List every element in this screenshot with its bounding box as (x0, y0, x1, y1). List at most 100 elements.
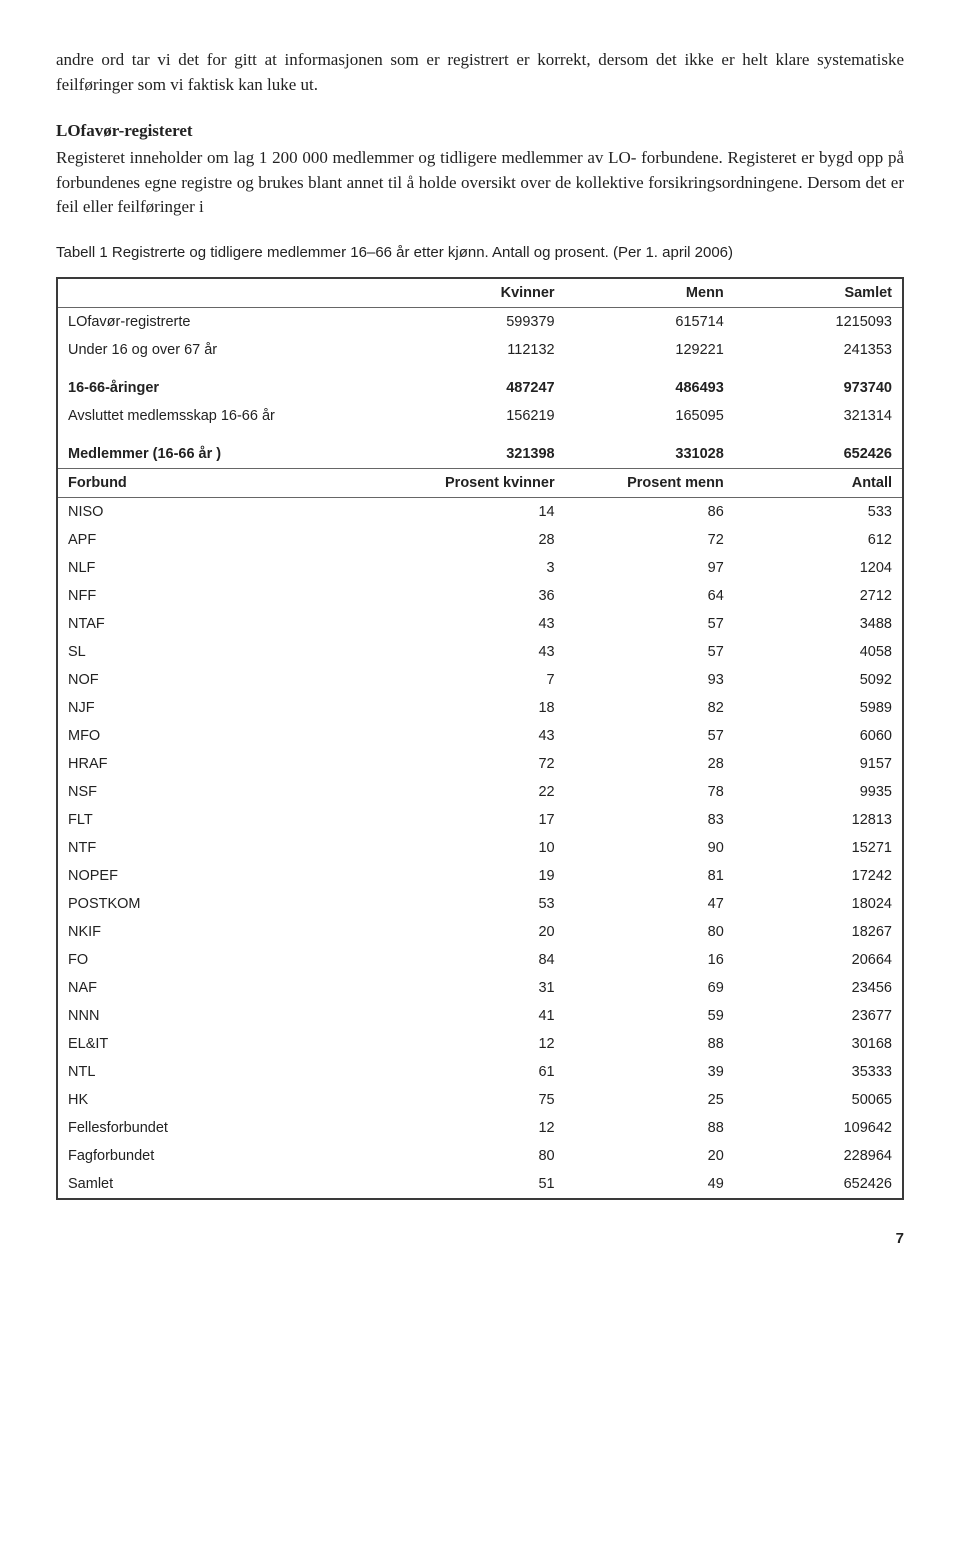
row-label: Under 16 og over 67 år (57, 336, 395, 364)
row-label: NOPEF (57, 862, 395, 890)
row-value: 20 (395, 918, 564, 946)
row-value: Kvinner (395, 278, 564, 308)
row-value: 35333 (734, 1058, 903, 1086)
row-value: 41 (395, 1002, 564, 1030)
row-value: 6060 (734, 722, 903, 750)
row-value: 49 (565, 1170, 734, 1199)
forbund-header-row: ForbundProsent kvinnerProsent mennAntall (57, 468, 903, 497)
row-value: 69 (565, 974, 734, 1002)
row-label: HRAF (57, 750, 395, 778)
row-value: 43 (395, 638, 564, 666)
row-value: 5989 (734, 694, 903, 722)
row-value: Menn (565, 278, 734, 308)
row-value: 18 (395, 694, 564, 722)
row-value: 129221 (565, 336, 734, 364)
row-value: 487247 (395, 374, 564, 402)
row-value: 61 (395, 1058, 564, 1086)
section-block: LOfavør-registeret Registeret inneholder… (56, 119, 904, 220)
row-value: 7 (395, 666, 564, 694)
row-value: 43 (395, 722, 564, 750)
row-value: 165095 (565, 402, 734, 430)
row-value: 15271 (734, 834, 903, 862)
row-value: 241353 (734, 336, 903, 364)
row-label: Fellesforbundet (57, 1114, 395, 1142)
forbund-row: POSTKOM534718024 (57, 890, 903, 918)
row-value: 31 (395, 974, 564, 1002)
row-label: FLT (57, 806, 395, 834)
row-value: 59 (565, 1002, 734, 1030)
row-value: 18267 (734, 918, 903, 946)
row-value: 28 (565, 750, 734, 778)
row-label: 16-66-åringer (57, 374, 395, 402)
row-value: 97 (565, 554, 734, 582)
row-value: 80 (565, 918, 734, 946)
row-value: 22 (395, 778, 564, 806)
row-value: 228964 (734, 1142, 903, 1170)
row-label: NTF (57, 834, 395, 862)
row-value: 486493 (565, 374, 734, 402)
row-value: 533 (734, 497, 903, 526)
row-value: 321314 (734, 402, 903, 430)
row-value: 3488 (734, 610, 903, 638)
row-value: 83 (565, 806, 734, 834)
row-label: NFF (57, 582, 395, 610)
forbund-row: NTL613935333 (57, 1058, 903, 1086)
page-number: 7 (56, 1230, 904, 1247)
row-value: 156219 (395, 402, 564, 430)
forbund-row: NTF109015271 (57, 834, 903, 862)
section-paragraph: Registeret inneholder om lag 1 200 000 m… (56, 148, 904, 216)
row-value: 28 (395, 526, 564, 554)
row-label: NTL (57, 1058, 395, 1086)
row-value: 50065 (734, 1086, 903, 1114)
forbund-row: FO841620664 (57, 946, 903, 974)
row-value: 109642 (734, 1114, 903, 1142)
row-value: 84 (395, 946, 564, 974)
forbund-row: NFF36642712 (57, 582, 903, 610)
row-label: NOF (57, 666, 395, 694)
row-value: 615714 (565, 307, 734, 336)
row-value: 43 (395, 610, 564, 638)
table-row: 16-66-åringer487247486493973740 (57, 374, 903, 402)
forbund-row: NAF316923456 (57, 974, 903, 1002)
row-value: 93 (565, 666, 734, 694)
row-label: EL&IT (57, 1030, 395, 1058)
forbund-row: HK752550065 (57, 1086, 903, 1114)
row-value: 75 (395, 1086, 564, 1114)
row-label: Medlemmer (16-66 år ) (57, 440, 395, 469)
forbund-row: NOF7935092 (57, 666, 903, 694)
forbund-row: NNN415923677 (57, 1002, 903, 1030)
forbund-row: APF2872612 (57, 526, 903, 554)
row-label: APF (57, 526, 395, 554)
row-value: Antall (734, 468, 903, 497)
row-value: 599379 (395, 307, 564, 336)
row-value: 9935 (734, 778, 903, 806)
row-value: 88 (565, 1030, 734, 1058)
table-row: LOfavør-registrerte5993796157141215093 (57, 307, 903, 336)
row-value: 4058 (734, 638, 903, 666)
row-value: 17242 (734, 862, 903, 890)
section-heading: LOfavør-registeret (56, 119, 904, 144)
row-value: Prosent menn (565, 468, 734, 497)
row-label: LOfavør-registrerte (57, 307, 395, 336)
forbund-row: Fellesforbundet1288109642 (57, 1114, 903, 1142)
row-value: 57 (565, 722, 734, 750)
row-value: 72 (565, 526, 734, 554)
intro-paragraph: andre ord tar vi det for gitt at informa… (56, 48, 904, 97)
row-label (57, 278, 395, 308)
forbund-row: Samlet5149652426 (57, 1170, 903, 1199)
row-value: 53 (395, 890, 564, 918)
row-label: SL (57, 638, 395, 666)
row-label: NKIF (57, 918, 395, 946)
row-value: 652426 (734, 1170, 903, 1199)
row-label: NAF (57, 974, 395, 1002)
row-value: 51 (395, 1170, 564, 1199)
table-row: Under 16 og over 67 år112132129221241353 (57, 336, 903, 364)
row-label: HK (57, 1086, 395, 1114)
row-value: 78 (565, 778, 734, 806)
row-value: 82 (565, 694, 734, 722)
forbund-row: MFO43576060 (57, 722, 903, 750)
row-value: 1204 (734, 554, 903, 582)
row-label: NSF (57, 778, 395, 806)
row-value: 18024 (734, 890, 903, 918)
row-label: Forbund (57, 468, 395, 497)
